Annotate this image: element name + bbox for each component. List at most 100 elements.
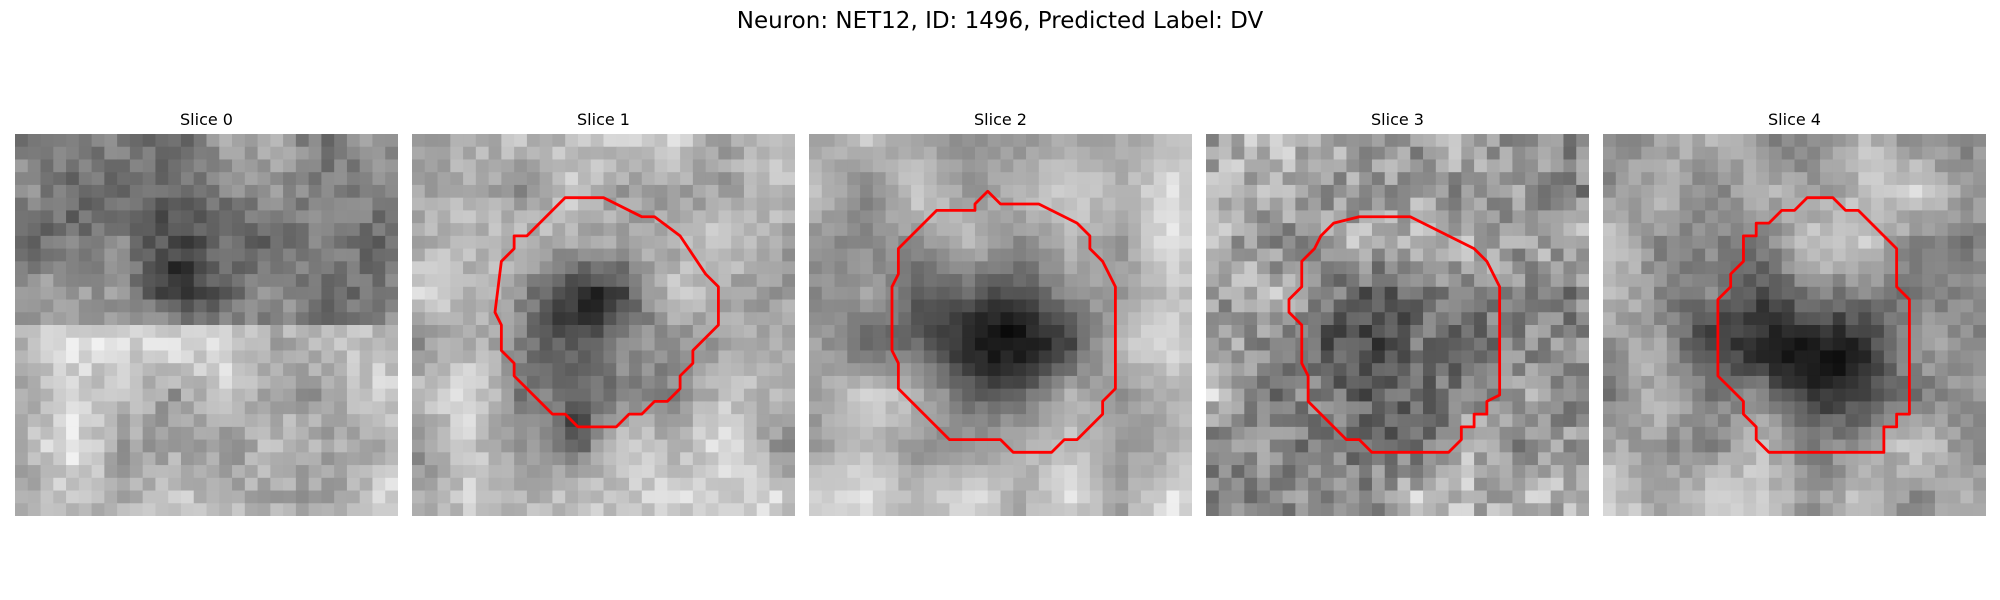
pixel	[1231, 184, 1245, 199]
pixel	[974, 223, 989, 237]
pixel	[1525, 439, 1539, 453]
pixel	[206, 312, 220, 326]
pixel	[1448, 248, 1462, 262]
pixel	[283, 388, 297, 402]
pixel	[15, 248, 29, 262]
pixel	[1666, 375, 1681, 390]
pixel	[1832, 159, 1847, 173]
pixel	[809, 388, 823, 402]
pixel	[1089, 439, 1104, 453]
pixel	[616, 388, 630, 402]
pixel	[321, 388, 335, 402]
pixel	[1832, 261, 1847, 275]
pixel	[1832, 286, 1847, 301]
pixel	[809, 159, 823, 173]
pixel	[424, 312, 439, 326]
pixel	[1308, 439, 1322, 453]
pixel	[501, 465, 515, 479]
pixel	[949, 477, 963, 492]
pixel	[1218, 465, 1233, 479]
pixel	[962, 426, 976, 441]
pixel	[911, 248, 925, 262]
pixel	[1883, 299, 1898, 313]
pixel	[1206, 223, 1220, 237]
pixel	[412, 286, 426, 301]
pixel	[1807, 248, 1821, 262]
pixel	[603, 210, 617, 224]
pixel	[1550, 197, 1564, 211]
pixel	[488, 223, 502, 237]
pixel	[193, 350, 208, 364]
pixel	[142, 477, 156, 492]
pixel	[40, 248, 54, 262]
pixel	[1461, 146, 1475, 160]
pixel	[232, 146, 246, 160]
pixel	[1563, 261, 1577, 275]
pixel	[257, 146, 271, 160]
pixel	[1705, 452, 1719, 466]
pixel	[898, 146, 912, 160]
pixel	[1768, 248, 1783, 262]
pixel	[923, 159, 938, 173]
pixel	[308, 261, 322, 275]
pixel	[385, 325, 398, 339]
pixel	[1794, 503, 1808, 516]
pixel	[1384, 261, 1399, 275]
pixel	[1628, 248, 1642, 262]
pixel	[385, 375, 398, 390]
pixel	[1666, 223, 1681, 237]
pixel	[437, 490, 451, 504]
pixel	[1550, 274, 1564, 288]
pixel	[782, 172, 795, 186]
pixel	[936, 375, 950, 390]
pixel	[577, 401, 592, 415]
pixel	[654, 477, 668, 492]
pixel	[257, 235, 271, 250]
pixel	[949, 274, 963, 288]
pixel	[1858, 490, 1872, 504]
pixel	[104, 299, 118, 313]
pixel	[898, 312, 912, 326]
pixel	[1883, 414, 1898, 428]
pixel	[1973, 235, 1986, 250]
pixel	[129, 235, 144, 250]
pixel	[104, 134, 118, 148]
pixel	[1922, 414, 1936, 428]
pixel	[974, 439, 989, 453]
pixel	[1756, 363, 1770, 377]
pixel	[923, 490, 938, 504]
pixel	[680, 375, 694, 390]
pixel	[372, 426, 386, 441]
pixel	[129, 172, 144, 186]
pixel	[872, 375, 887, 390]
pixel	[756, 286, 770, 301]
pixel	[1295, 465, 1309, 479]
pixel	[821, 452, 836, 466]
pixel	[577, 312, 592, 326]
pixel	[1960, 401, 1974, 415]
pixel	[1692, 184, 1706, 199]
pixel	[1768, 223, 1783, 237]
pixel	[577, 261, 592, 275]
pixel	[321, 146, 335, 160]
pixel	[1922, 248, 1936, 262]
pixel	[1730, 426, 1744, 441]
pixel	[1858, 388, 1872, 402]
pixel	[718, 465, 732, 479]
pixel	[590, 375, 605, 390]
pixel	[232, 286, 246, 301]
pixel	[539, 172, 553, 186]
pixel	[962, 223, 976, 237]
pixel	[872, 325, 887, 339]
pixel	[782, 134, 795, 148]
pixel	[705, 439, 719, 453]
pixel	[155, 299, 169, 313]
pixel	[1858, 146, 1872, 160]
pixel	[911, 274, 925, 288]
pixel	[1257, 414, 1271, 428]
pixel	[809, 401, 823, 415]
pixel	[898, 465, 912, 479]
pixel	[949, 172, 963, 186]
pixel	[692, 210, 707, 224]
pixel	[1525, 465, 1539, 479]
